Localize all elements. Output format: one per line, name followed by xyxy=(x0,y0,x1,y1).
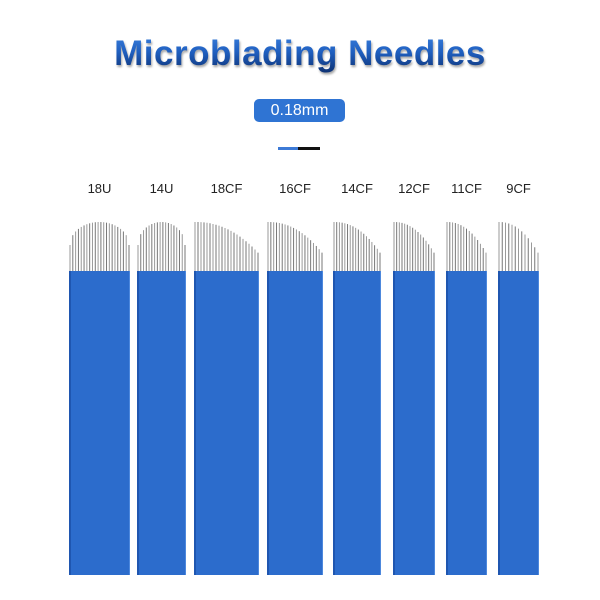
size-badge: 0.18mm xyxy=(254,99,345,122)
blade-label: 14CF xyxy=(341,181,373,196)
needle-blade xyxy=(393,220,435,575)
divider xyxy=(278,147,320,150)
blade-body xyxy=(137,271,186,575)
blade-body xyxy=(333,271,381,575)
blade-label: 9CF xyxy=(506,181,531,196)
blade-body xyxy=(69,271,130,575)
needle-pins-icon xyxy=(446,222,487,272)
needle-pins-icon xyxy=(393,222,435,272)
page-title: Microblading Needles xyxy=(0,34,600,74)
blade-body xyxy=(498,271,539,575)
blade-body xyxy=(267,271,323,575)
needle-pins-icon xyxy=(333,222,381,272)
needle-pins-icon xyxy=(137,222,186,272)
blade-label: 18U xyxy=(87,181,112,196)
needle-blade xyxy=(69,220,130,575)
needle-pins-icon xyxy=(194,222,259,272)
blade-body xyxy=(393,271,435,575)
needle-pins-icon xyxy=(267,222,323,272)
blade-label: 18CF xyxy=(210,181,243,196)
needle-pins-icon xyxy=(69,222,130,272)
blade-label: 16CF xyxy=(279,181,311,196)
blade-label: 14U xyxy=(149,181,174,196)
blade-label: 12CF xyxy=(398,181,430,196)
needle-pins-icon xyxy=(498,222,539,272)
needle-blade xyxy=(446,220,487,575)
needle-blade xyxy=(498,220,539,575)
blade-body xyxy=(194,271,259,575)
needle-blade xyxy=(194,220,259,575)
needle-blade xyxy=(137,220,186,575)
needle-blade xyxy=(333,220,381,575)
blade-body xyxy=(446,271,487,575)
blade-label: 11CF xyxy=(451,181,482,196)
needle-blade xyxy=(267,220,323,575)
